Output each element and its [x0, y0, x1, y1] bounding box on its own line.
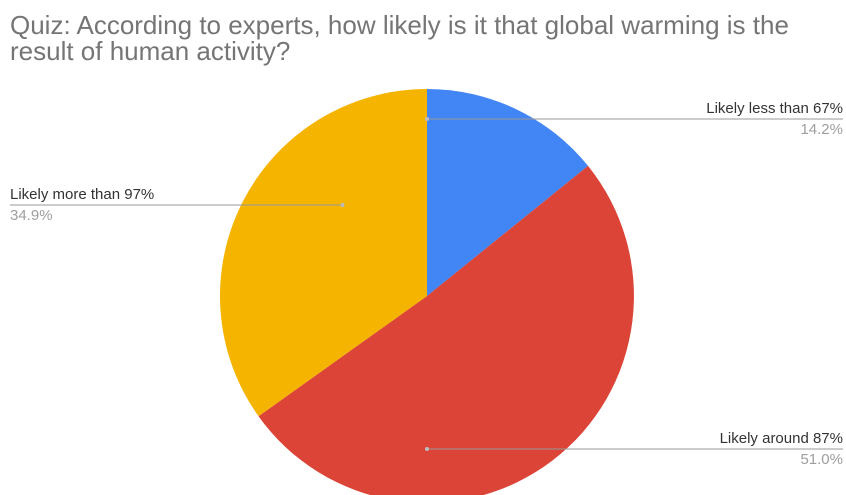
- slice-label: Likely less than 67%: [706, 100, 843, 117]
- slice-label: Likely around 87%: [720, 430, 843, 447]
- slice-value-label: 14.2%: [800, 121, 843, 138]
- slice-label: Likely more than 97%: [10, 186, 154, 203]
- pie-slice: [258, 165, 634, 495]
- slice-value-label: 34.9%: [10, 207, 53, 224]
- chart-title: Quiz: According to experts, how likely i…: [10, 10, 789, 66]
- pie-slice: [220, 88, 427, 417]
- pie-slice: [427, 89, 589, 296]
- slice-value-label: 51.0%: [800, 451, 843, 468]
- leader-dot: [425, 117, 429, 121]
- leader-dot: [340, 203, 345, 207]
- leader-dot: [425, 447, 429, 451]
